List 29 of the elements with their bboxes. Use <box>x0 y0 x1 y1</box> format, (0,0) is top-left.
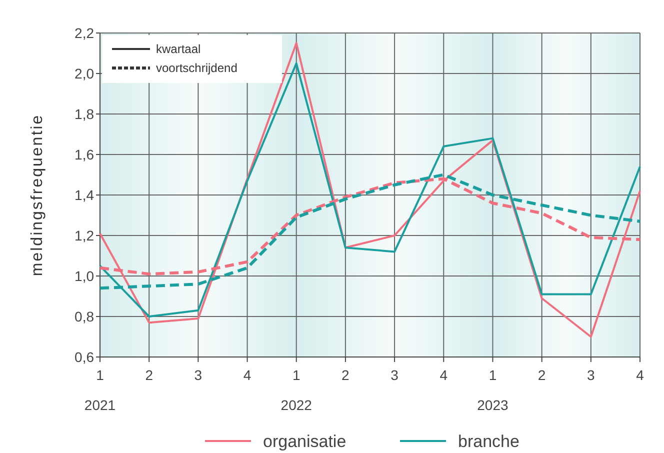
x-tick-label: 2 <box>342 367 350 383</box>
x-tick-label: 3 <box>390 367 399 383</box>
x-tick-label: 4 <box>440 367 448 383</box>
annotation: voortschrijdend <box>156 61 238 76</box>
x-tick-label: 4 <box>243 367 252 383</box>
y-tick-label: 2,0 <box>74 65 94 82</box>
text: 2022 <box>280 397 312 413</box>
x-tick-label: 1 <box>96 367 104 383</box>
y-tick-label: 0,8 <box>74 308 94 324</box>
y-tick-label: 1,0 <box>74 268 94 284</box>
y-tick-label: 0,6 <box>74 348 94 365</box>
x-tick-label: 4 <box>636 367 644 383</box>
y-tick-label: 1,8 <box>74 106 94 122</box>
y-tick-label: 1,6 <box>74 146 94 162</box>
text: 2023 <box>477 397 509 413</box>
text: 2021 <box>84 397 116 413</box>
y-tick-label: 2,2 <box>74 24 94 41</box>
legend-label: branche <box>458 432 520 451</box>
x-tick-label: 1 <box>488 367 497 383</box>
x-tick-label: 3 <box>587 367 596 383</box>
x-tick-label: 2 <box>538 367 546 383</box>
x-tick-label: 3 <box>194 367 202 383</box>
y-tick-label: 1,2 <box>74 227 94 244</box>
legend-label: organisatie <box>263 432 346 451</box>
annotation: kwartaal <box>156 42 201 56</box>
y-axis-title: meldingsfrequentie <box>29 114 46 276</box>
y-tick-label: 1,4 <box>74 186 94 203</box>
x-tick-label: 2 <box>145 367 154 383</box>
x-tick-label: 1 <box>292 367 300 383</box>
